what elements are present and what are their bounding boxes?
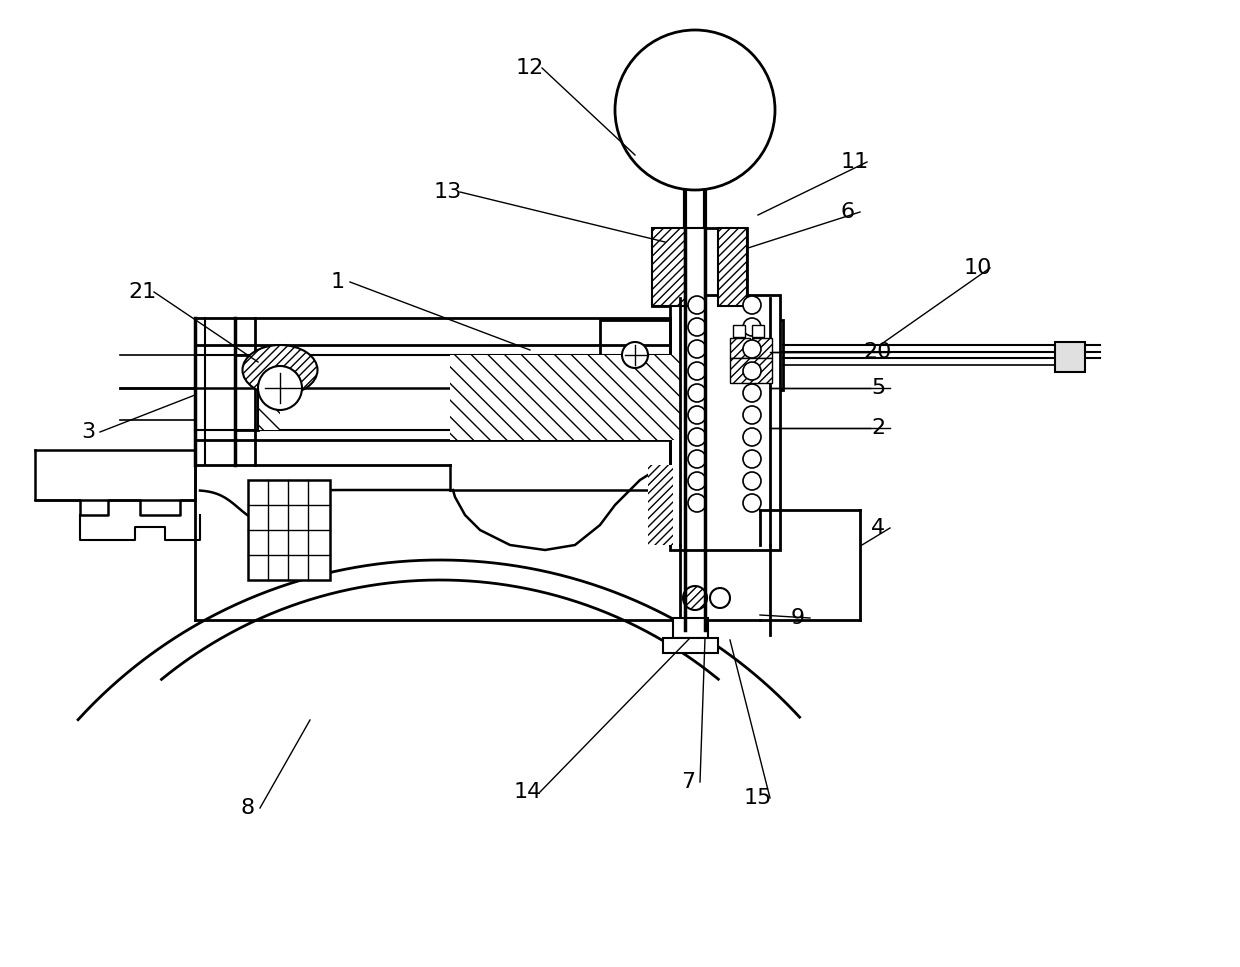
- Text: 21: 21: [128, 282, 156, 302]
- Text: 9: 9: [791, 608, 805, 628]
- Text: 1: 1: [331, 272, 345, 292]
- Text: 20: 20: [864, 342, 893, 362]
- Circle shape: [622, 342, 649, 368]
- Text: 11: 11: [841, 152, 869, 172]
- Circle shape: [743, 362, 761, 380]
- Bar: [751, 338, 773, 358]
- Bar: [751, 325, 764, 337]
- Text: 8: 8: [241, 798, 255, 818]
- Circle shape: [683, 586, 707, 610]
- Circle shape: [743, 318, 761, 336]
- Circle shape: [688, 428, 706, 446]
- Bar: [728, 320, 782, 390]
- Text: 12: 12: [516, 58, 544, 78]
- Circle shape: [743, 494, 761, 512]
- Circle shape: [688, 296, 706, 314]
- Circle shape: [688, 494, 706, 512]
- Bar: [684, 228, 706, 306]
- Text: 3: 3: [81, 422, 95, 442]
- Text: 14: 14: [513, 782, 542, 802]
- Circle shape: [258, 366, 303, 410]
- Text: 5: 5: [870, 378, 885, 398]
- Circle shape: [688, 450, 706, 468]
- Text: 4: 4: [870, 518, 885, 538]
- Circle shape: [688, 362, 706, 380]
- Circle shape: [743, 472, 761, 490]
- Bar: [258, 355, 280, 430]
- Circle shape: [743, 384, 761, 402]
- Bar: [1055, 342, 1085, 372]
- Text: 13: 13: [434, 182, 463, 202]
- Bar: [663, 638, 718, 653]
- Bar: [673, 618, 708, 638]
- Bar: [649, 465, 673, 545]
- Circle shape: [688, 472, 706, 490]
- Circle shape: [743, 296, 761, 314]
- Text: 6: 6: [841, 202, 856, 222]
- Text: 15: 15: [744, 788, 773, 808]
- Circle shape: [688, 384, 706, 402]
- Circle shape: [743, 450, 761, 468]
- Circle shape: [743, 428, 761, 446]
- Ellipse shape: [243, 345, 317, 395]
- Text: 7: 7: [681, 772, 696, 792]
- Circle shape: [688, 318, 706, 336]
- Bar: [450, 355, 680, 440]
- Text: 2: 2: [870, 418, 885, 438]
- Bar: [730, 338, 750, 358]
- Bar: [730, 358, 773, 383]
- Circle shape: [743, 406, 761, 424]
- Circle shape: [711, 588, 730, 608]
- Bar: [248, 480, 330, 580]
- Bar: [652, 228, 746, 306]
- Text: 10: 10: [963, 258, 992, 278]
- Bar: [733, 325, 745, 337]
- Bar: [670, 295, 780, 550]
- Circle shape: [688, 406, 706, 424]
- Circle shape: [615, 30, 775, 190]
- Bar: [718, 228, 746, 306]
- Circle shape: [743, 340, 761, 358]
- Bar: [652, 228, 684, 306]
- Bar: [600, 320, 730, 390]
- Circle shape: [688, 340, 706, 358]
